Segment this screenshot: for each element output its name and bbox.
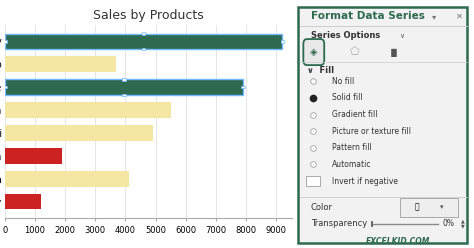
FancyBboxPatch shape xyxy=(400,198,458,217)
Bar xyxy=(5,171,128,186)
Bar xyxy=(281,40,284,42)
Text: ◈: ◈ xyxy=(310,47,317,57)
Text: Transparency: Transparency xyxy=(310,219,367,228)
Text: Series Options: Series Options xyxy=(310,31,380,40)
Bar xyxy=(306,176,319,186)
Text: ∨  Fill: ∨ Fill xyxy=(307,66,334,75)
Text: ▾: ▾ xyxy=(439,204,443,210)
Text: Format Data Series: Format Data Series xyxy=(310,11,425,21)
Text: Invert if negative: Invert if negative xyxy=(332,177,399,186)
Text: EXCELKID.COM: EXCELKID.COM xyxy=(366,237,430,246)
Title: Sales by Products: Sales by Products xyxy=(93,9,203,22)
Text: ▾: ▾ xyxy=(432,12,436,21)
Text: Gradient fill: Gradient fill xyxy=(332,110,378,119)
Text: ✕: ✕ xyxy=(456,12,463,21)
Bar xyxy=(5,102,171,118)
Bar xyxy=(122,94,126,96)
Text: ▼: ▼ xyxy=(461,224,465,229)
Bar xyxy=(5,79,243,95)
Bar xyxy=(142,32,146,35)
Text: Picture or texture fill: Picture or texture fill xyxy=(332,127,411,136)
Text: Color: Color xyxy=(310,203,333,212)
Bar xyxy=(122,78,126,81)
Text: 0%: 0% xyxy=(443,219,455,228)
Bar xyxy=(5,125,153,141)
FancyBboxPatch shape xyxy=(298,7,467,243)
Bar xyxy=(5,57,117,72)
Text: ⬠: ⬠ xyxy=(349,47,359,57)
Bar xyxy=(3,86,7,88)
Bar xyxy=(142,48,146,50)
Bar xyxy=(5,79,243,95)
Text: ∨: ∨ xyxy=(399,33,404,39)
Text: ▲: ▲ xyxy=(461,219,465,224)
Bar xyxy=(5,33,283,49)
Text: 🎨: 🎨 xyxy=(414,203,419,212)
Text: Pattern fill: Pattern fill xyxy=(332,143,372,152)
Bar xyxy=(5,33,283,49)
Bar xyxy=(5,148,62,164)
FancyBboxPatch shape xyxy=(303,39,324,65)
Bar xyxy=(3,40,7,42)
Bar xyxy=(241,86,245,88)
Text: No fill: No fill xyxy=(332,77,355,86)
Text: ▐▌: ▐▌ xyxy=(388,48,401,57)
Text: Automatic: Automatic xyxy=(332,160,372,169)
Bar xyxy=(5,194,41,210)
Text: Solid fill: Solid fill xyxy=(332,93,363,102)
